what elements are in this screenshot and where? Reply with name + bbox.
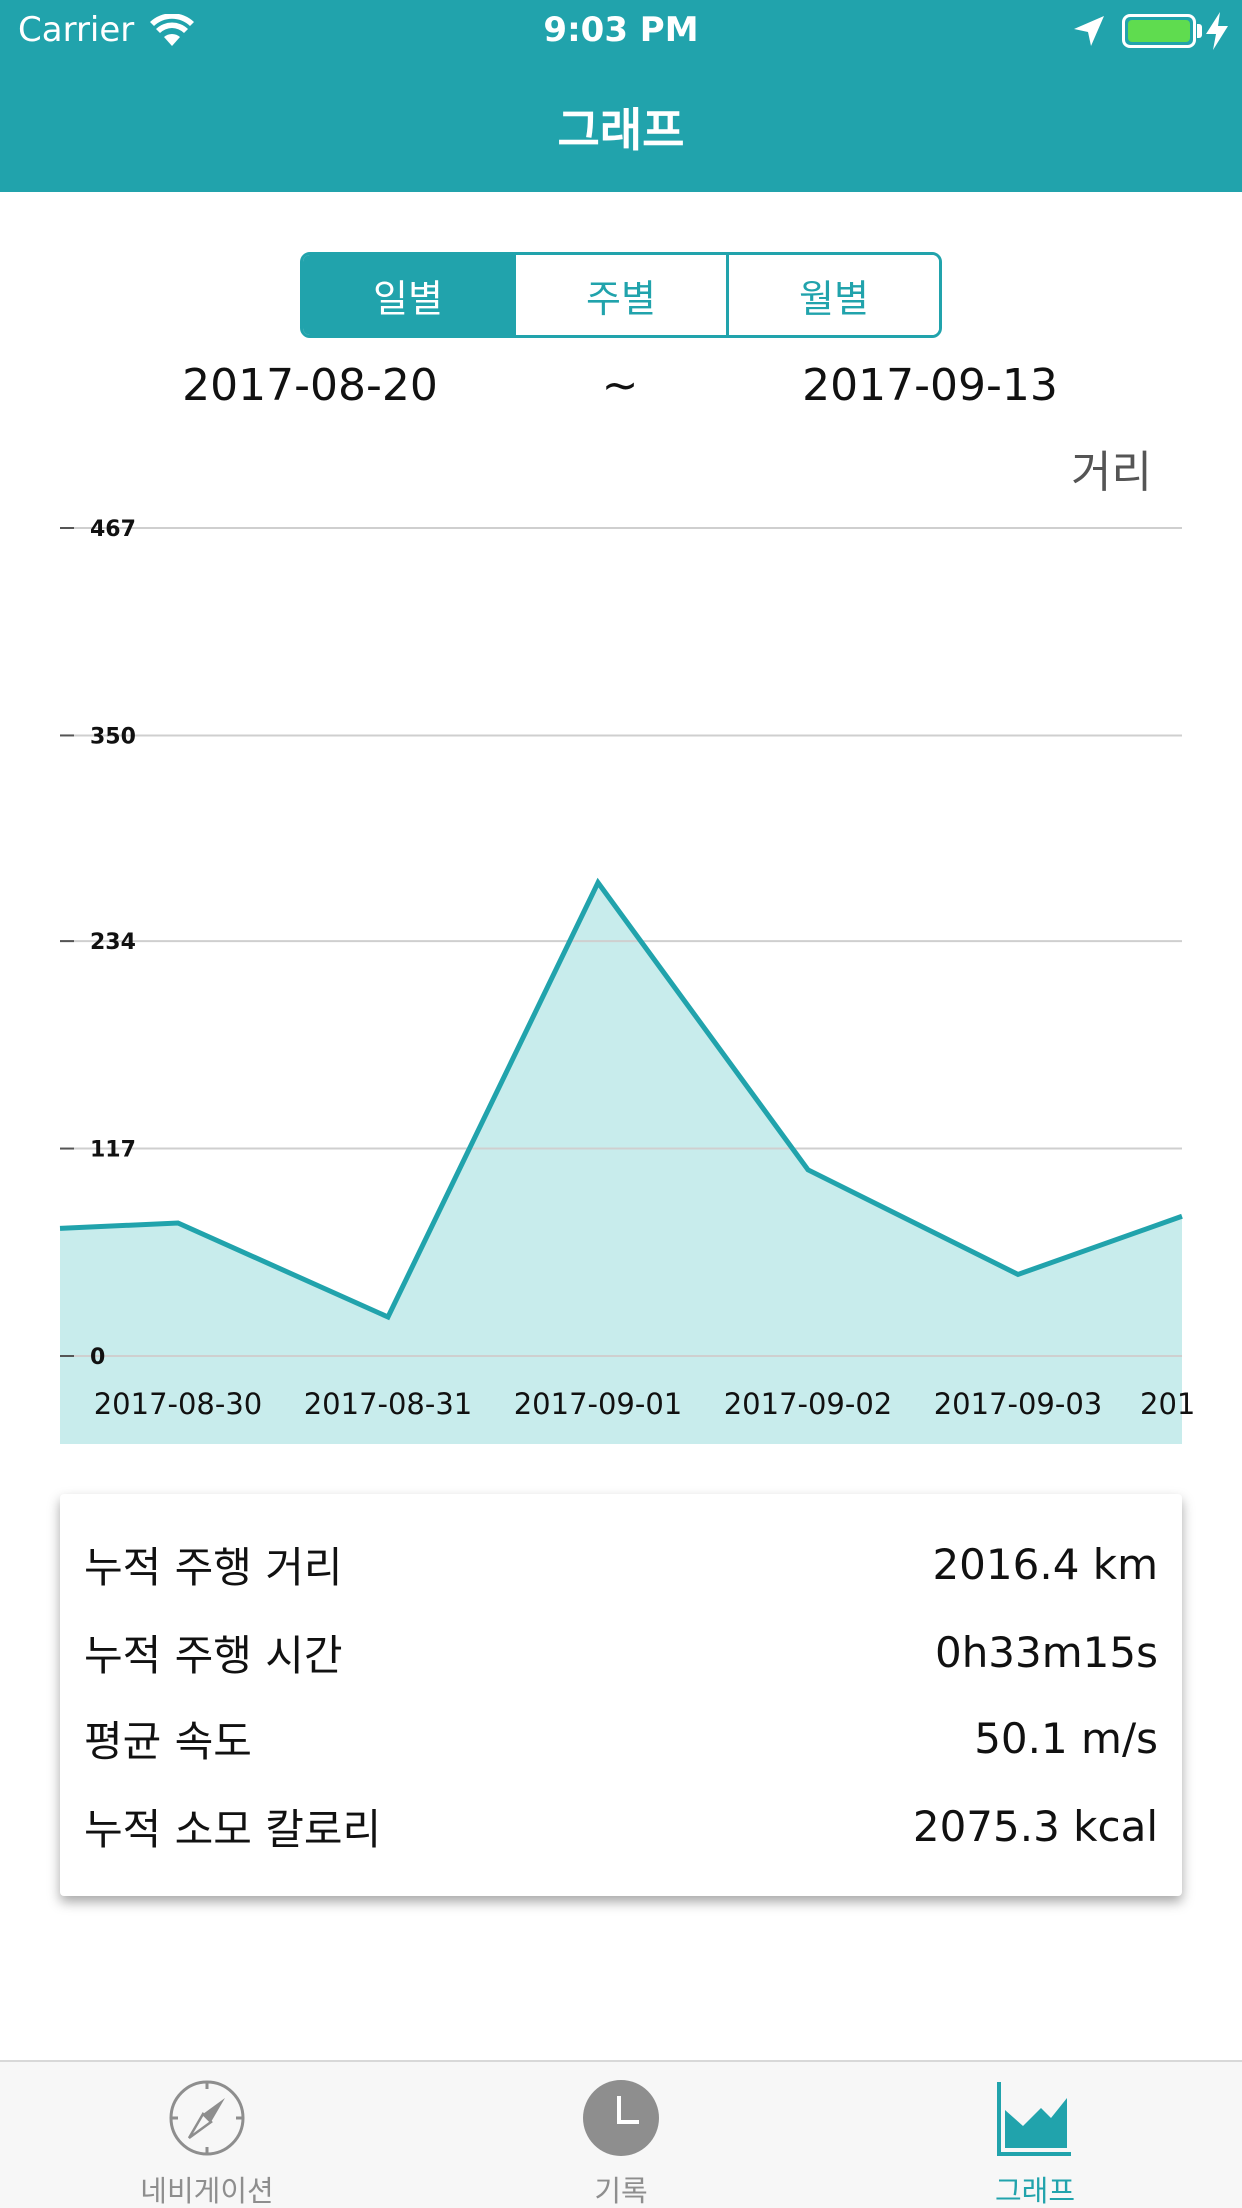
area-chart-icon xyxy=(997,2082,1071,2156)
chart-ytick-label: 0 xyxy=(90,1345,105,1370)
segment-monthly[interactable]: 월별 xyxy=(726,255,939,335)
distance-area-chart[interactable]: 0 117 234 350 467 2017-08-30 2017-08-31 2017-09… xyxy=(0,480,1242,1460)
chart-series-line xyxy=(59,877,1183,1321)
chart-xtick-label: 2017-08-30 xyxy=(94,1387,263,1421)
summary-label: 누적 소모 칼로리 xyxy=(84,1804,382,1854)
tab-navigation[interactable]: 네비게이션 xyxy=(0,2062,414,2208)
segment-daily[interactable]: 일별 xyxy=(303,255,513,335)
battery-level xyxy=(1128,20,1190,42)
chart-xtick-label: 201 xyxy=(1140,1387,1195,1421)
clock-icon xyxy=(583,2080,659,2156)
chart-ytick-label: 234 xyxy=(90,930,136,955)
summary-label: 평균 속도 xyxy=(84,1716,252,1766)
carrier-label: Carrier xyxy=(18,10,135,50)
battery-tip xyxy=(1197,24,1202,38)
tab-label: 기록 xyxy=(594,2174,648,2208)
summary-label: 누적 주행 시간 xyxy=(84,1630,343,1680)
tab-graph[interactable]: 그래프 xyxy=(828,2062,1242,2208)
battery-icon xyxy=(1122,14,1196,48)
chart-ytick-label: 467 xyxy=(90,517,136,542)
page-title: 그래프 xyxy=(557,103,685,157)
chart-xtick-label: 2017-09-03 xyxy=(934,1387,1103,1421)
summary-value: 2075.3 kcal xyxy=(912,1801,1158,1851)
wifi-icon xyxy=(150,14,194,46)
chart-xtick-label: 2017-08-31 xyxy=(304,1387,473,1421)
summary-card: 누적 주행 거리 2016.4 km 누적 주행 시간 0h33m15s 평균 … xyxy=(60,1494,1182,1896)
period-segmented-control: 일별 주별 월별 xyxy=(300,252,942,338)
tab-label: 그래프 xyxy=(994,2174,1076,2208)
chart-ytick-label: 117 xyxy=(90,1138,136,1163)
summary-row-distance: 누적 주행 거리 2016.4 km xyxy=(84,1534,1158,1594)
tab-history[interactable]: 기록 xyxy=(414,2062,828,2208)
chart-xtick-label: 2017-09-01 xyxy=(514,1387,683,1421)
navigation-header: Carrier 9:03 PM 그래프 xyxy=(0,0,1242,192)
chart-xtick-label: 2017-09-02 xyxy=(724,1387,893,1421)
chart-metric-label: 거리 xyxy=(1071,447,1152,498)
summary-value: 0h33m15s xyxy=(934,1627,1158,1677)
summary-row-calories: 누적 소모 칼로리 2075.3 kcal xyxy=(84,1796,1158,1856)
date-range-start[interactable]: 2017-08-20 xyxy=(182,360,438,411)
compass-icon xyxy=(169,2080,245,2156)
status-bar: Carrier 9:03 PM xyxy=(0,0,1242,64)
summary-value: 2016.4 km xyxy=(932,1539,1158,1589)
summary-row-time: 누적 주행 시간 0h33m15s xyxy=(84,1622,1158,1682)
summary-label: 누적 주행 거리 xyxy=(84,1542,343,1592)
chart-canvas: 0 117 234 350 467 2017-08-30 2017-08-31 2017-09… xyxy=(59,517,1195,1444)
tab-label: 네비게이션 xyxy=(140,2174,274,2208)
date-range-separator: ~ xyxy=(601,360,639,411)
summary-row-speed: 평균 속도 50.1 m/s xyxy=(84,1708,1158,1768)
charging-bolt-icon xyxy=(1206,12,1228,50)
tab-bar: 네비게이션 기록 그래프 xyxy=(0,2060,1242,2208)
date-range-end[interactable]: 2017-09-13 xyxy=(802,360,1058,411)
chart-ytick-label: 350 xyxy=(90,724,136,749)
chart-area-fill xyxy=(60,882,1182,1444)
status-time: 9:03 PM xyxy=(543,10,699,50)
segment-weekly[interactable]: 주별 xyxy=(513,255,726,335)
location-arrow-icon xyxy=(1074,16,1104,46)
summary-value: 50.1 m/s xyxy=(974,1713,1158,1763)
